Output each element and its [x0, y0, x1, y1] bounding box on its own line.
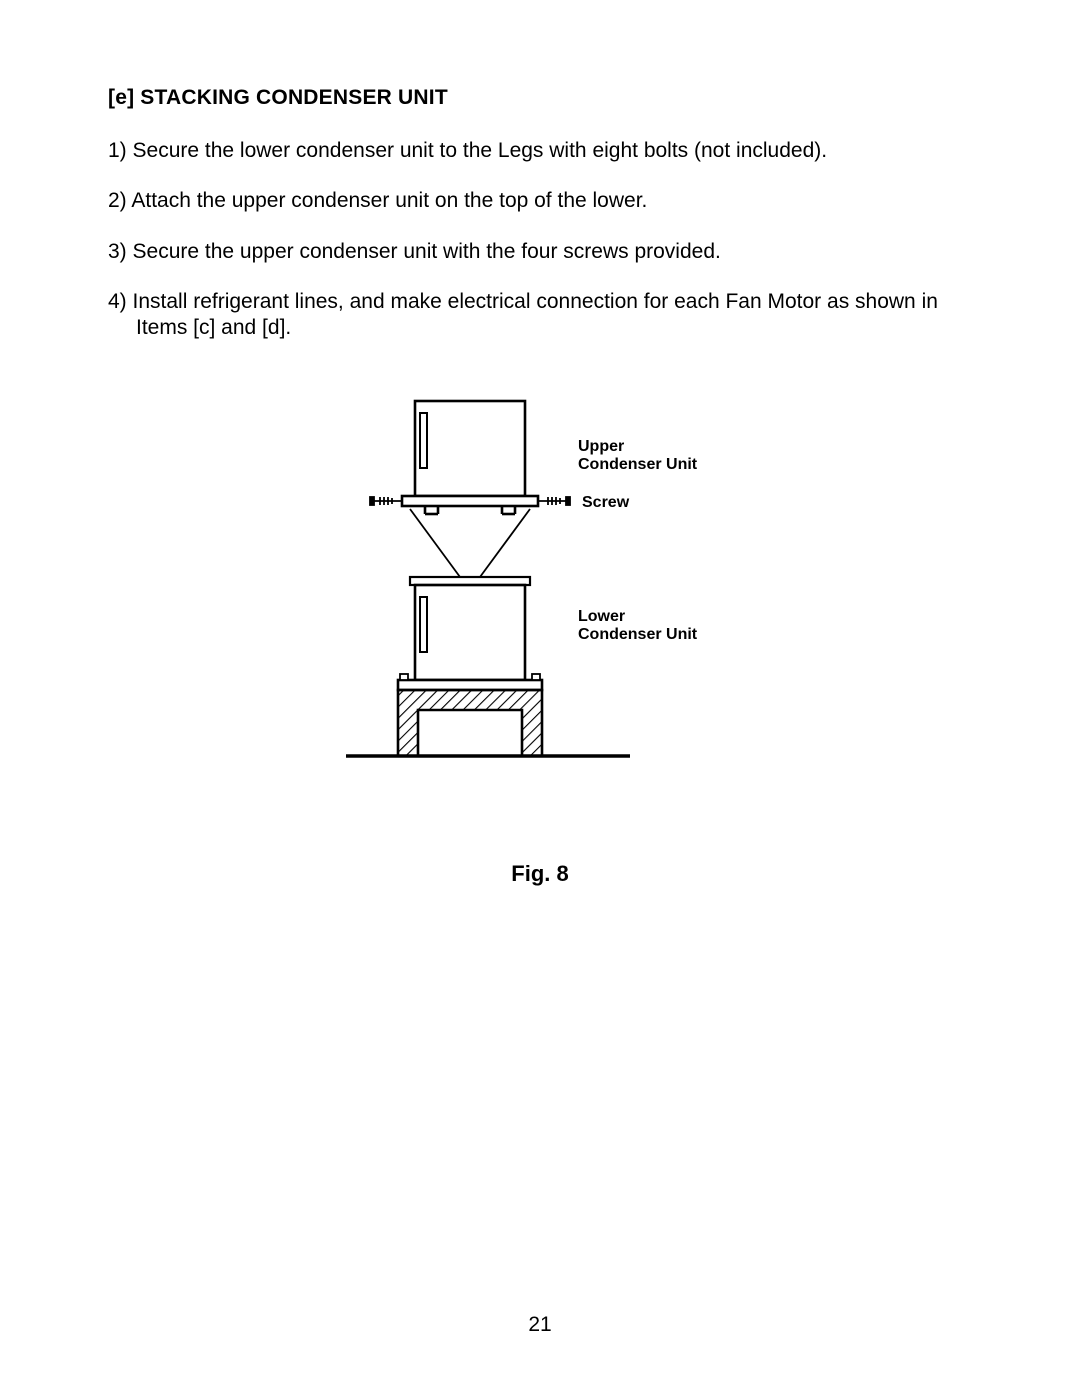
label-screw: Screw: [582, 494, 630, 511]
step-1: 1) Secure the lower condenser unit to th…: [108, 138, 972, 164]
section-heading: [e] STACKING CONDENSER UNIT: [108, 86, 972, 110]
stacking-diagram: Upper Condenser Unit Screw Lower Condens…: [340, 391, 740, 771]
document-page: [e] STACKING CONDENSER UNIT 1) Secure th…: [0, 0, 1080, 1397]
step-3: 3) Secure the upper condenser unit with …: [108, 239, 972, 265]
step-2: 2) Attach the upper condenser unit on th…: [108, 188, 972, 214]
label-upper-1: Upper: [578, 438, 624, 455]
figure-caption: Fig. 8: [511, 861, 568, 887]
page-number: 21: [0, 1313, 1080, 1337]
figure-wrap: Upper Condenser Unit Screw Lower Condens…: [108, 391, 972, 887]
label-lower-2: Condenser Unit: [578, 626, 698, 643]
label-upper-2: Condenser Unit: [578, 456, 698, 473]
step-4: 4) Install refrigerant lines, and make e…: [108, 289, 972, 342]
label-lower-1: Lower: [578, 608, 625, 625]
instruction-list: 1) Secure the lower condenser unit to th…: [108, 138, 972, 341]
